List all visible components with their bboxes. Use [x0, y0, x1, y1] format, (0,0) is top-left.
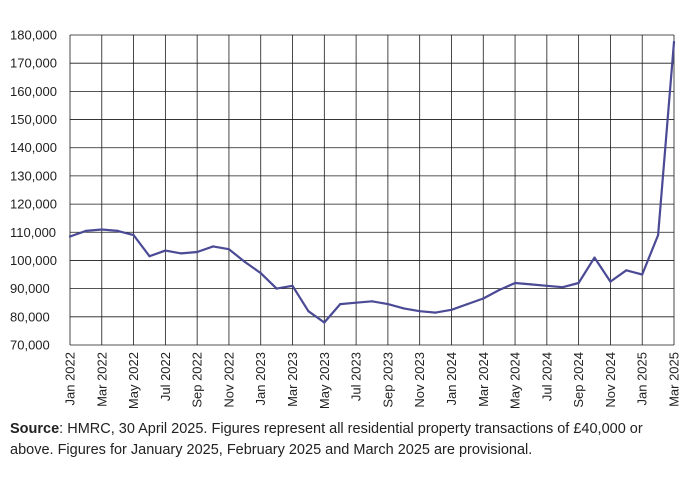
source-footnote: Source: HMRC, 30 April 2025. Figures rep…	[10, 419, 670, 461]
x-tick-label: Jan 2024	[444, 352, 459, 406]
y-tick-label: 100,000	[10, 253, 57, 268]
data-point	[148, 255, 151, 258]
x-tick-label: Sep 2023	[380, 352, 395, 408]
data-point	[402, 307, 405, 310]
data-point	[100, 228, 103, 231]
data-point	[164, 249, 167, 252]
data-point	[307, 310, 310, 313]
x-axis: Jan 2022 Mar 2022 May 2022 Jul 2022 Sep 2022…	[63, 352, 682, 409]
y-tick-label: 120,000	[10, 197, 57, 212]
y-tick-label: 160,000	[10, 84, 57, 99]
data-point	[482, 297, 485, 300]
x-tick-label: Mar 2024	[476, 352, 491, 407]
y-tick-label: 110,000	[10, 225, 56, 240]
data-point	[545, 284, 548, 287]
data-point	[466, 303, 469, 306]
data-point	[529, 283, 533, 286]
x-tick-label: Nov 2023	[412, 352, 427, 408]
y-tick-label: 150,000	[10, 112, 57, 127]
x-tick-label: Jul 2022	[158, 352, 173, 401]
y-tick-label: 140,000	[10, 140, 57, 155]
y-tick-label: 90,000	[10, 281, 50, 296]
data-point	[657, 234, 660, 237]
source-label: Source	[10, 421, 60, 437]
y-tick-label: 180,000	[10, 28, 57, 43]
data-point	[243, 260, 246, 263]
x-tick-label: Sep 2022	[190, 352, 205, 408]
y-tick-label: 130,000	[10, 168, 57, 183]
y-tick-label: 170,000	[10, 56, 57, 71]
data-point	[68, 235, 72, 238]
data-point	[132, 234, 135, 237]
data-point	[434, 311, 437, 314]
line-chart: 70,000 80,000 90,000 100,000 110,000 120,000 1…	[10, 28, 682, 410]
x-tick-label: Jul 2024	[539, 352, 554, 401]
data-point	[355, 301, 358, 304]
data-point	[227, 248, 230, 251]
x-tick-label: May 2022	[126, 352, 141, 409]
data-point	[196, 250, 199, 254]
data-point	[450, 308, 453, 311]
source-text: : HMRC, 30 April 2025. Figures represent…	[10, 421, 643, 458]
x-tick-label: May 2024	[508, 352, 523, 409]
x-tick-label: Mar 2023	[285, 352, 300, 407]
x-tick-label: Nov 2022	[221, 352, 236, 408]
data-point	[291, 284, 294, 287]
data-point	[180, 252, 183, 255]
x-tick-label: Mar 2022	[94, 352, 109, 407]
data-point	[84, 229, 87, 232]
data-point	[116, 229, 119, 232]
x-tick-label: Jul 2023	[349, 352, 364, 401]
data-point	[577, 281, 580, 285]
y-tick-label: 80,000	[10, 309, 50, 324]
data-point	[418, 310, 421, 313]
data-point	[275, 287, 278, 290]
series-line	[68, 40, 676, 324]
data-point	[514, 281, 517, 285]
data-point	[339, 303, 342, 306]
x-tick-label: May 2023	[317, 352, 332, 409]
data-point	[593, 256, 596, 259]
data-point	[625, 269, 628, 272]
y-axis: 70,000 80,000 90,000 100,000 110,000 120,000 1…	[10, 28, 57, 353]
data-point	[561, 286, 564, 289]
x-tick-label: Nov 2024	[603, 352, 618, 408]
data-point	[386, 303, 389, 306]
data-point	[259, 272, 262, 275]
data-point	[641, 273, 644, 276]
data-point	[609, 280, 612, 283]
x-tick-label: Jan 2025	[635, 352, 650, 406]
series	[68, 40, 676, 324]
grid	[69, 34, 675, 346]
x-tick-label: Sep 2024	[571, 352, 586, 408]
x-tick-label: Mar 2025	[667, 352, 682, 407]
data-point	[370, 300, 374, 303]
data-point	[672, 40, 676, 44]
data-point	[212, 245, 215, 248]
data-point	[323, 321, 326, 324]
y-tick-label: 70,000	[10, 338, 50, 353]
x-tick-label: Jan 2023	[253, 352, 268, 406]
data-point	[498, 288, 501, 292]
x-tick-label: Jan 2022	[63, 352, 78, 406]
